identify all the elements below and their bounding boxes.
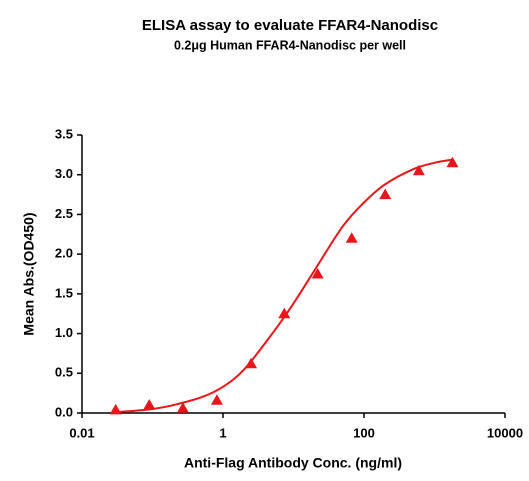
data-point bbox=[176, 402, 189, 413]
data-point bbox=[345, 232, 358, 243]
y-tick-label: 1.0 bbox=[55, 325, 73, 340]
y-tick-label: 0.5 bbox=[55, 365, 73, 380]
y-tick-label: 2.0 bbox=[55, 246, 73, 261]
x-tick-label: 100 bbox=[353, 425, 375, 440]
data-point bbox=[143, 399, 156, 410]
data-point bbox=[379, 188, 392, 200]
data-point bbox=[278, 307, 291, 319]
chart-subtitle: 0.2μg Human FFAR4-Nanodisc per well bbox=[174, 38, 406, 52]
y-tick-label: 3.5 bbox=[55, 126, 73, 141]
x-tick-label: 10000 bbox=[487, 425, 523, 440]
y-axis-label: Mean Abs.(OD450) bbox=[21, 212, 37, 335]
x-axis-label: Anti-Flag Antibody Conc. (ng/ml) bbox=[184, 455, 402, 471]
data-point bbox=[412, 164, 425, 176]
y-tick-label: 3.0 bbox=[55, 166, 73, 181]
x-tick-label: 1 bbox=[219, 425, 226, 440]
x-tick-label: 0.01 bbox=[69, 425, 94, 440]
fit-curve bbox=[115, 158, 453, 414]
y-tick-label: 0.0 bbox=[55, 404, 73, 419]
y-tick-label: 2.5 bbox=[55, 206, 73, 221]
y-tick-label: 1.5 bbox=[55, 285, 73, 300]
data-point bbox=[311, 268, 324, 279]
data-point bbox=[446, 156, 459, 168]
data-point bbox=[210, 394, 223, 405]
chart-title: ELISA assay to evaluate FFAR4-Nanodisc bbox=[142, 17, 438, 34]
